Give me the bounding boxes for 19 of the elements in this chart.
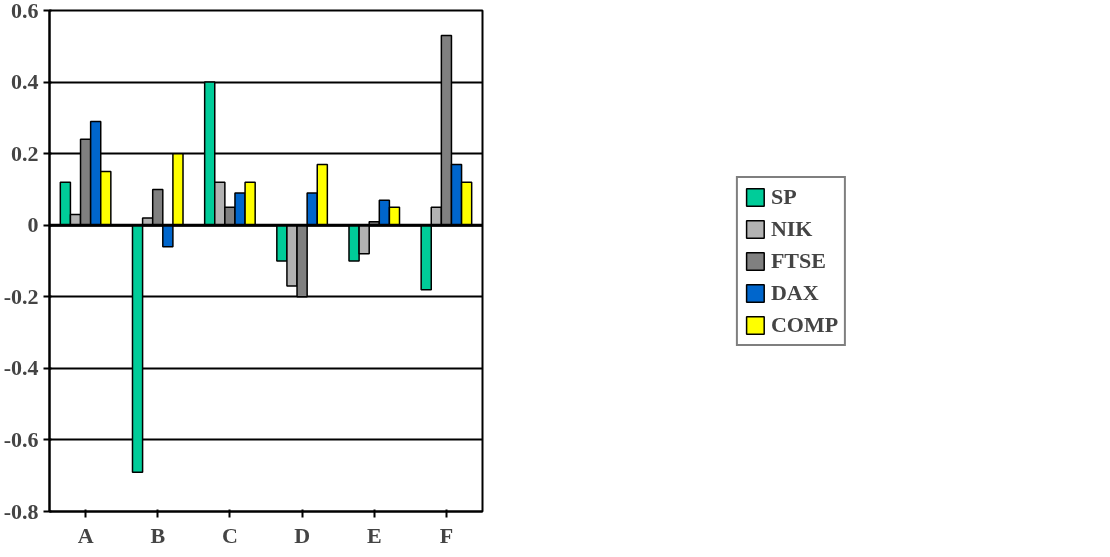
legend-label: SP bbox=[770, 183, 797, 210]
x-tick-label: D bbox=[294, 522, 311, 548]
y-tick-label: -0.8 bbox=[3, 498, 39, 524]
y-tick-label: -0.6 bbox=[3, 426, 39, 452]
legend-label: COMP bbox=[770, 311, 839, 338]
y-tick-label: 0 bbox=[27, 212, 39, 238]
x-tick-label: B bbox=[150, 522, 166, 548]
x-tick-label: F bbox=[439, 522, 454, 548]
y-tick-label: 0.4 bbox=[11, 69, 39, 95]
y-tick-label: 0.2 bbox=[11, 140, 39, 166]
y-tick-label: 0.6 bbox=[11, 0, 39, 23]
legend-label: DAX bbox=[770, 279, 819, 306]
y-tick-label: -0.4 bbox=[3, 355, 39, 381]
legend-label: NIK bbox=[770, 215, 813, 242]
x-tick-label: E bbox=[366, 522, 382, 548]
legend-label: FTSE bbox=[770, 247, 826, 274]
y-tick-label: -0.2 bbox=[3, 283, 39, 309]
x-tick-label: C bbox=[221, 522, 238, 548]
x-tick-label: A bbox=[77, 522, 94, 548]
